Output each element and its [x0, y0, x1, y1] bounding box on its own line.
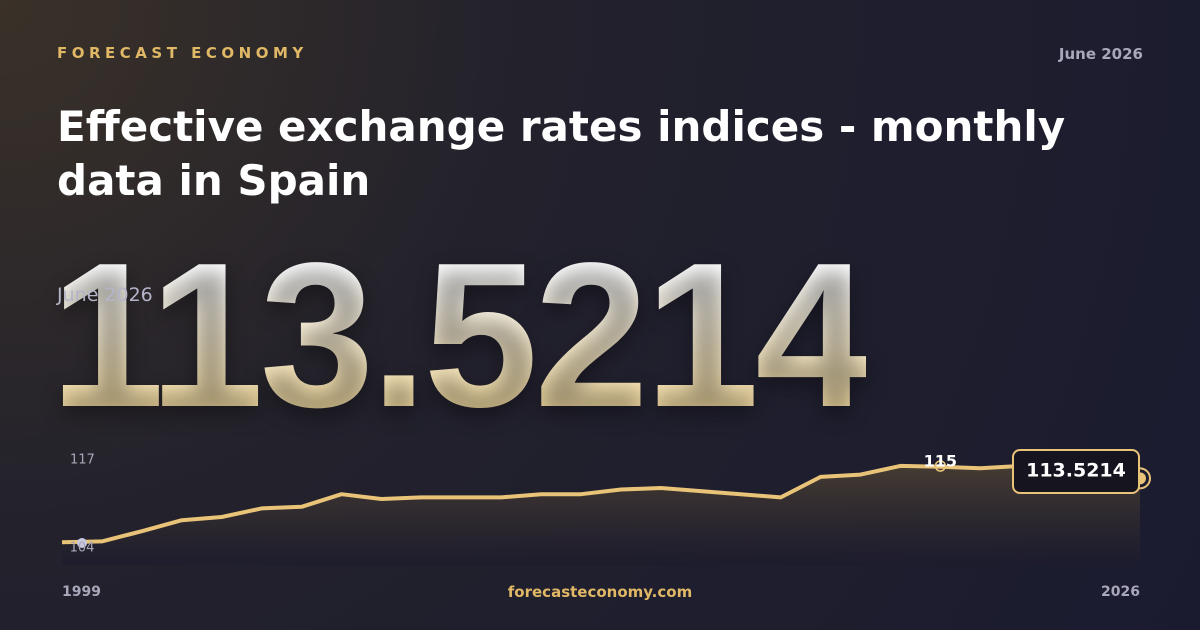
title: Effective exchange rates indices - month… [57, 102, 1066, 205]
x-tick-label: 2026 [1101, 584, 1140, 600]
annotation-label: 115 [924, 452, 957, 471]
headline-date: June 2026 [57, 284, 153, 306]
area [62, 465, 1140, 565]
annotation-marker [77, 538, 87, 548]
footer: forecasteconomy.com [507, 583, 693, 601]
end-label: 113.5214 [1026, 460, 1126, 482]
annotation-marker [934, 460, 947, 472]
y-tick-label: 117 [70, 453, 95, 468]
end-label-box [1012, 449, 1140, 494]
line [61, 463, 1141, 545]
date: June 2026 [1058, 45, 1143, 63]
annotation-label: 104 [70, 541, 95, 556]
brand: FORECAST ECONOMY [57, 44, 308, 62]
x-tick-label: 1999 [62, 584, 101, 600]
headline-value: 113.5214 [50, 220, 870, 450]
